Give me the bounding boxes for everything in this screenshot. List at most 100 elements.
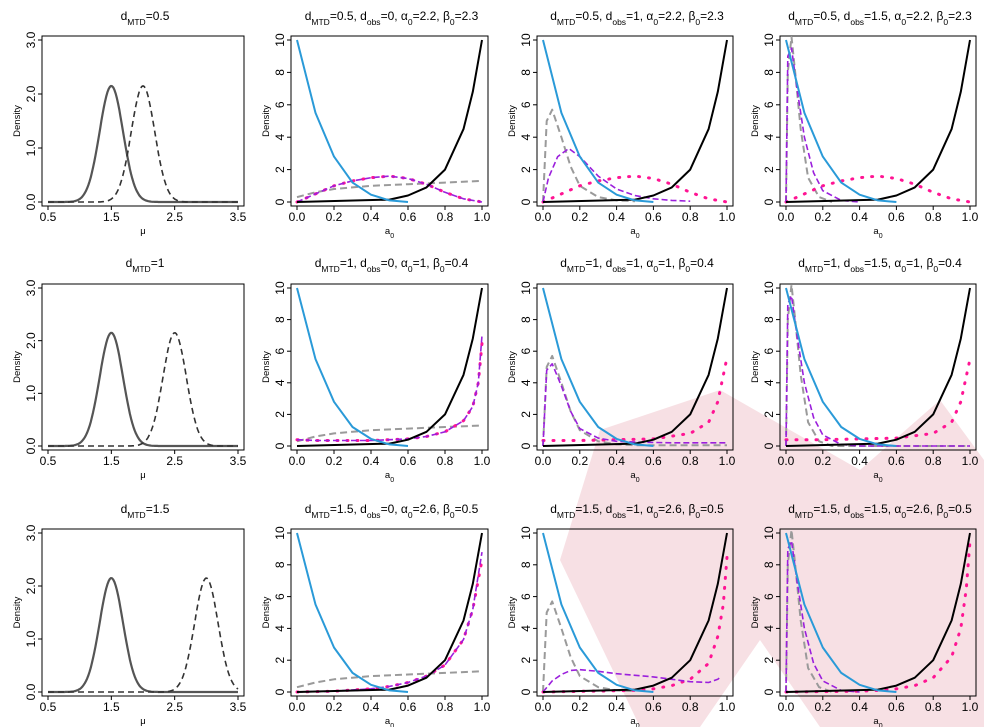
series-line-black (542, 287, 728, 447)
y-tick-label: 0 (519, 442, 533, 449)
panel-r0c1: dMTD=0.5, dobs=0, α0=2.2, β0=2.30.0 0.2 0.… (261, 9, 491, 240)
x-tick-label: 0.0 (535, 210, 552, 224)
y-tick-label: 6 (762, 101, 776, 108)
title-text-part: =0.4 (445, 256, 469, 270)
title-text-part: d (550, 502, 557, 516)
title-subscript: obs (612, 264, 626, 274)
y-tick-label: 4 (519, 134, 533, 141)
x-tick-label: 0.4 (851, 210, 868, 224)
y-tick-label: 6 (762, 593, 776, 600)
plot-frame (536, 35, 734, 207)
panel-r2c3: dMTD=1.5, dobs=1.5, α0=2.6, β0=0.50.0 0.2… (750, 502, 979, 727)
panel-r1c3: dMTD=1, dobs=1.5, α0=1, β0=0.40.0 0.2 0.4 0… (750, 256, 979, 484)
y-tick-label: 4 (762, 134, 776, 141)
title-text-part: =1.5, α (864, 502, 901, 516)
x-axis-label-subscript: 0 (390, 233, 394, 240)
series-line-gray (296, 179, 483, 199)
y-axis-label: Density (12, 351, 23, 383)
x-axis-label: a0 (873, 226, 882, 240)
watermark (560, 390, 984, 727)
y-axis-label: Density (750, 105, 761, 137)
series-line-blue (785, 287, 897, 447)
y-tick-label: 10 (273, 33, 287, 47)
title-text-part: =0.4 (938, 256, 962, 270)
series-line-magenta (541, 356, 729, 442)
x-tick-label: 0.2 (814, 210, 831, 224)
y-tick-label: 8 (762, 69, 776, 76)
plot-frame (41, 283, 245, 451)
series-line-black (542, 39, 728, 203)
x-tick-label: 0.8 (437, 700, 454, 714)
y-tick-label: 6 (519, 348, 533, 355)
x-tick-label: 0.6 (645, 700, 662, 714)
x-axis-label: a0 (630, 226, 639, 240)
y-tick-label: 2 (762, 166, 776, 173)
y-tick-label: 4 (519, 625, 533, 632)
x-tick-label: 0.6 (645, 454, 662, 468)
series-line-magenta (784, 174, 972, 204)
y-tick-label: 4 (273, 379, 287, 386)
title-subscript: 0 (685, 264, 690, 274)
x-tick-label: 0.8 (925, 454, 942, 468)
y-tick-label: 1.0 (24, 630, 38, 647)
y-axis-label: Density (12, 596, 23, 628)
x-tick-label: 2.5 (166, 700, 183, 714)
x-axis-label-base: a (873, 226, 879, 237)
title-text-part: =2.2, β (658, 9, 695, 23)
x-tick-label: 0.4 (363, 454, 380, 468)
panel-r0c2: dMTD=0.5, dobs=1, α0=2.2, β0=2.30.0 0.2 0.… (507, 9, 736, 240)
panel-title: dMTD=1 (126, 256, 165, 274)
panel-r0c3: dMTD=0.5, dobs=1.5, α0=2.2, β0=2.30.0 0.2… (750, 9, 979, 240)
title-text-part: =2.2, β (413, 9, 450, 23)
title-subscript: 0 (695, 17, 700, 27)
y-tick-label: 8 (762, 316, 776, 323)
series-line-blue (542, 287, 654, 447)
x-tick-label: 0.6 (645, 210, 662, 224)
series-line-solid (48, 84, 238, 204)
title-subscript: MTD (805, 264, 823, 274)
series-line-purple (296, 175, 483, 203)
x-tick-label: 0.2 (814, 454, 831, 468)
series-line-blue (296, 532, 409, 693)
x-tick-label: 0.4 (608, 210, 625, 224)
x-tick-label: 0.0 (778, 700, 795, 714)
y-tick-label: 2 (519, 657, 533, 664)
x-axis-label-subscript: 0 (879, 477, 883, 484)
title-text-part: =1, d (823, 256, 850, 270)
plot-frame (290, 35, 489, 207)
x-tick-label: 1.0 (719, 454, 736, 468)
title-text-part: d (121, 502, 128, 516)
panel-title: dMTD=1.5, dobs=1, α0=2.6, β0=0.5 (550, 502, 724, 520)
series-line-gray (542, 600, 636, 693)
x-axis-label: a0 (385, 470, 394, 484)
x-axis-label-subscript: 0 (390, 477, 394, 484)
title-subscript: MTD (567, 264, 585, 274)
series-line-black (296, 287, 483, 447)
y-axis-label: Density (750, 596, 761, 628)
title-text-part: =2.6, β (658, 502, 695, 516)
title-subscript: MTD (127, 510, 145, 520)
title-subscript: 0 (450, 510, 455, 520)
series-line-dashed (48, 331, 238, 447)
x-tick-label: 0.8 (437, 454, 454, 468)
x-tick-label: 0.0 (289, 700, 306, 714)
y-axis-label: Density (12, 105, 23, 137)
series-line-solid (48, 576, 238, 694)
title-subscript: obs (850, 510, 864, 520)
y-tick-label: 2 (273, 411, 287, 418)
y-tick-label: 2.0 (24, 577, 38, 594)
title-text-part: =0, α (381, 9, 408, 23)
panel-title: dMTD=1.5 (121, 502, 170, 520)
title-text-part: =1, α (626, 9, 653, 23)
y-tick-label: 0.0 (24, 437, 38, 454)
x-tick-label: 1.0 (474, 700, 491, 714)
x-axis-label-base: a (385, 716, 391, 727)
x-tick-label: 0.2 (571, 210, 588, 224)
x-axis-label: μ (140, 226, 145, 237)
plot-frame (41, 35, 245, 207)
y-tick-label: 0 (762, 688, 776, 695)
x-axis-label: μ (140, 470, 145, 481)
title-text-part: =2.6, β (906, 502, 943, 516)
x-axis-label-base: a (630, 716, 636, 727)
x-tick-label: 1.0 (962, 210, 979, 224)
